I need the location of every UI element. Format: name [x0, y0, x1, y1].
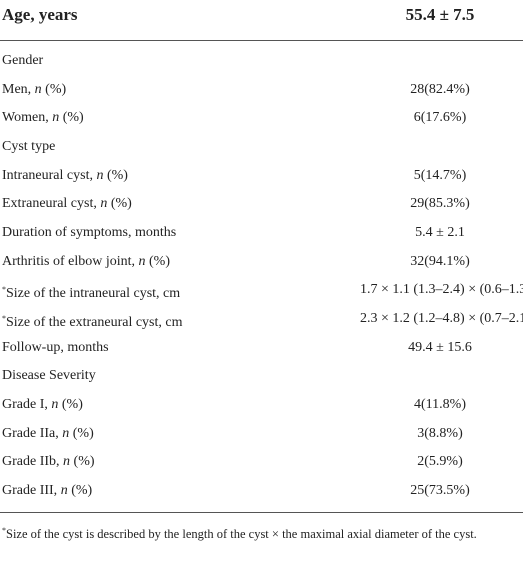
header-label: Age, years [2, 5, 78, 24]
row-label: Cyst type [2, 139, 56, 154]
row-value: 25(73.5%) [410, 483, 470, 499]
header-rule [0, 40, 523, 41]
row-value: 6(17.6%) [413, 110, 467, 126]
row-label: Grade IIb, n (%) [2, 454, 95, 470]
row-label: Women, n (%) [2, 110, 84, 126]
row-value: 49.4 ± 15.6 [408, 339, 472, 355]
row-label: Arthritis of elbow joint, n (%) [2, 253, 170, 269]
footnote: *Size of the cyst is described by the le… [2, 526, 477, 541]
row-value: 2.3 × 1.2 (1.2–4.8) × (0.7–2.1) [360, 311, 523, 327]
header-value: 55.4 ± 7.5 [405, 5, 475, 24]
row-value: 28(82.4%) [410, 81, 470, 97]
row-value: 1.7 × 1.1 (1.3–2.4) × (0.6–1.3) [360, 282, 523, 298]
row-label: *Size of the extraneural cyst, cm [2, 314, 183, 331]
row-label: Follow-up, months [2, 339, 109, 355]
row-label: *Size of the intraneural cyst, cm [2, 285, 181, 302]
row-label: Grade III, n (%) [2, 483, 93, 499]
row-label: Gender [2, 53, 44, 68]
row-value: 4(11.8%) [414, 397, 466, 413]
row-value: 29(85.3%) [410, 196, 470, 212]
row-value: 2(5.9%) [417, 454, 463, 470]
row-label: Extraneural cyst, n (%) [2, 196, 132, 212]
row-label: Grade IIa, n (%) [2, 425, 94, 441]
row-label: Disease Severity [2, 368, 96, 384]
row-label: Intraneural cyst, n (%) [2, 167, 128, 183]
row-value: 5.4 ± 2.1 [415, 225, 465, 241]
row-label: Grade I, n (%) [2, 397, 83, 413]
row-value: 5(14.7%) [413, 167, 467, 183]
bottom-rule [0, 512, 523, 513]
row-label: Duration of symptoms, months [2, 225, 177, 241]
row-value: 3(8.8%) [417, 425, 463, 441]
row-value: 32(94.1%) [410, 253, 470, 269]
row-label: Men, n (%) [2, 81, 67, 97]
